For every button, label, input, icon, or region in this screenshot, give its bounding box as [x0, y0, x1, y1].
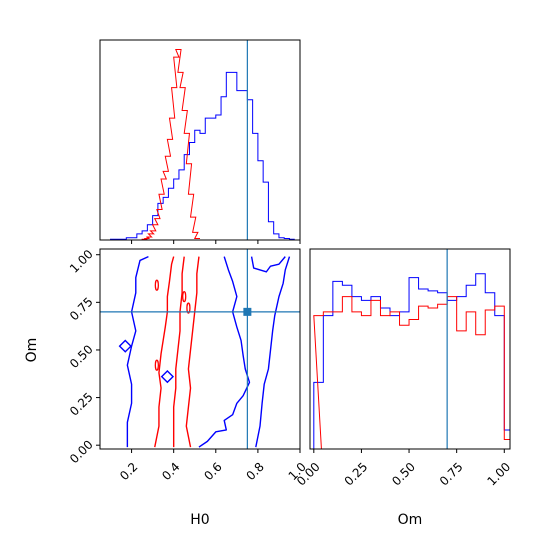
- x-axis-label-om: Om: [398, 512, 423, 528]
- contour-blue-island-1: [160, 369, 175, 384]
- contour-red-island-1: [154, 359, 159, 371]
- om-histogram-plot-area: [311, 249, 510, 449]
- contour-y-tick-label-3: 0.75: [67, 295, 96, 324]
- contour-red-outer-5: [185, 256, 200, 448]
- om-histogram-red-series: [311, 296, 510, 449]
- om-x-tick-label-4: 1.00: [484, 460, 513, 489]
- h0-histogram-plot-area: [110, 40, 295, 240]
- contour-x-tick-label-1: 0.4: [159, 460, 182, 483]
- x-axis-label-h0: H0: [190, 512, 209, 528]
- contour-x-tick-label-0: 0.2: [117, 460, 140, 483]
- contour-x-tick-label-2: 0.6: [201, 460, 224, 483]
- om-x-tick-label-3: 0.75: [437, 460, 466, 489]
- contour-frame: [99, 248, 301, 450]
- contour-x-tick-label-3: 0.8: [243, 460, 266, 483]
- h0-om-contour-panel: 0.2 0.4 0.6 0.8 1.00.000.250.500.751.00: [67, 247, 309, 483]
- contour-red-island-0: [154, 279, 159, 291]
- om-x-tick-label-1: 0.25: [342, 460, 371, 489]
- contour-red-island-2: [182, 290, 187, 303]
- contour-y-tick-label-0: 0.00: [67, 437, 96, 466]
- h0-histogram-frame: [99, 39, 301, 241]
- contour-red-inner-6: [172, 256, 185, 448]
- h0-histogram-blue-series: [110, 71, 295, 240]
- contour-y-tick-label-4: 1.00: [67, 247, 96, 276]
- contour-y-tick-label-2: 0.50: [67, 342, 96, 371]
- h0-histogram-red-series: [141, 49, 200, 240]
- contour-blue-inner-0: [198, 256, 251, 448]
- contour-blue-island-0: [118, 339, 132, 353]
- contour-blue-outer-2: [126, 255, 149, 448]
- contour-blue-outer-1: [255, 256, 291, 448]
- contour-red-island-3: [186, 302, 191, 314]
- contour-plot-area: [100, 249, 300, 449]
- contour-y-tick-label-1: 0.25: [67, 390, 96, 419]
- om-histogram-frame: [309, 248, 511, 450]
- om-marginal-histogram-panel: 0.00 0.25 0.50 0.75 1.00: [294, 248, 513, 489]
- contour-truth-marker: [243, 307, 252, 316]
- om-x-tick-label-2: 0.50: [389, 460, 418, 489]
- om-histogram-blue-series: [313, 273, 510, 449]
- contour-red-outer-4: [154, 256, 175, 448]
- contour-blue-outer-3: [250, 256, 286, 273]
- h0-marginal-histogram-panel: [99, 39, 301, 244]
- y-axis-label-om: Om: [24, 338, 40, 363]
